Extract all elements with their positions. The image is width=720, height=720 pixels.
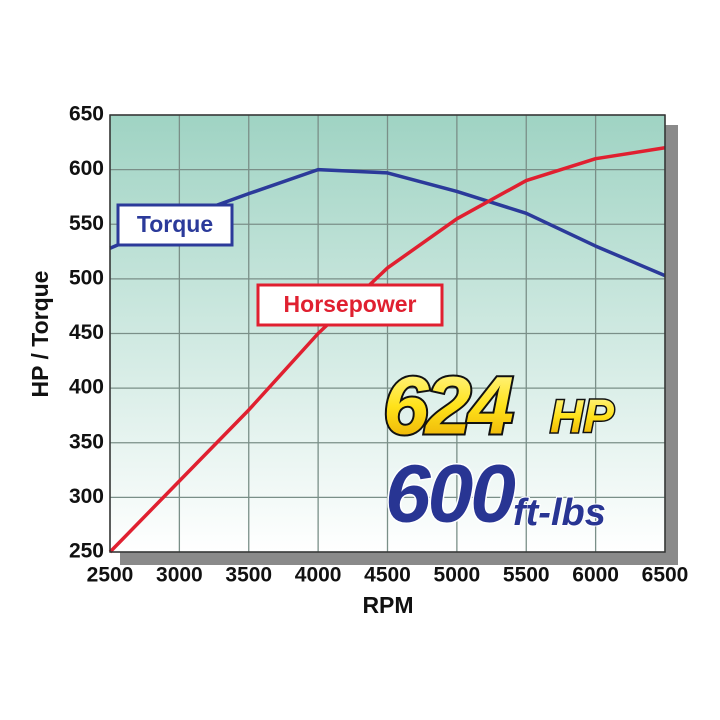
x-tick-label: 4500 xyxy=(364,564,411,587)
x-tick-label: 5500 xyxy=(503,564,550,587)
y-tick-label: 300 xyxy=(69,485,104,508)
series-line xyxy=(108,146,666,554)
legend-label: Torque xyxy=(137,211,213,237)
y-tick-label: 550 xyxy=(69,212,104,235)
torque-number: 600 xyxy=(385,449,515,540)
torque-unit: ft-lbs xyxy=(513,492,606,534)
y-tick-label: 350 xyxy=(69,430,104,453)
legend-label: Horsepower xyxy=(284,291,417,317)
x-tick-label: 3500 xyxy=(225,564,272,587)
y-tick-label: 650 xyxy=(69,103,104,126)
hp-number: 624 xyxy=(383,361,513,452)
headline: 624 HP 600 ft-lbs xyxy=(381,359,616,542)
x-tick-label: 6000 xyxy=(572,564,619,587)
x-tick-label: 5000 xyxy=(434,564,481,587)
y-tick-label: 400 xyxy=(69,376,104,399)
torque-label-box xyxy=(116,203,234,247)
y-tick-label: 450 xyxy=(69,321,104,344)
y-tick-label: 600 xyxy=(69,157,104,180)
grid xyxy=(109,114,666,553)
y-tick-label: 500 xyxy=(69,266,104,289)
plot-border xyxy=(109,114,666,553)
hp-unit: HP xyxy=(550,390,614,442)
ticks: 2500 3000 3500 4000 4500 5000 5500 6000 6500 250 3… xyxy=(69,103,688,587)
x-tick-label: 6500 xyxy=(642,564,689,587)
x-tick-label: 2500 xyxy=(87,564,134,587)
x-tick-label: 3000 xyxy=(156,564,203,587)
hp-label-box xyxy=(256,283,444,327)
y-axis-label: HP / Torque xyxy=(27,271,53,398)
x-tick-label: 4000 xyxy=(295,564,342,587)
x-axis-label: RPM xyxy=(362,592,413,618)
y-tick-label: 250 xyxy=(69,540,104,563)
labels: Torque Horsepower xyxy=(116,203,444,327)
